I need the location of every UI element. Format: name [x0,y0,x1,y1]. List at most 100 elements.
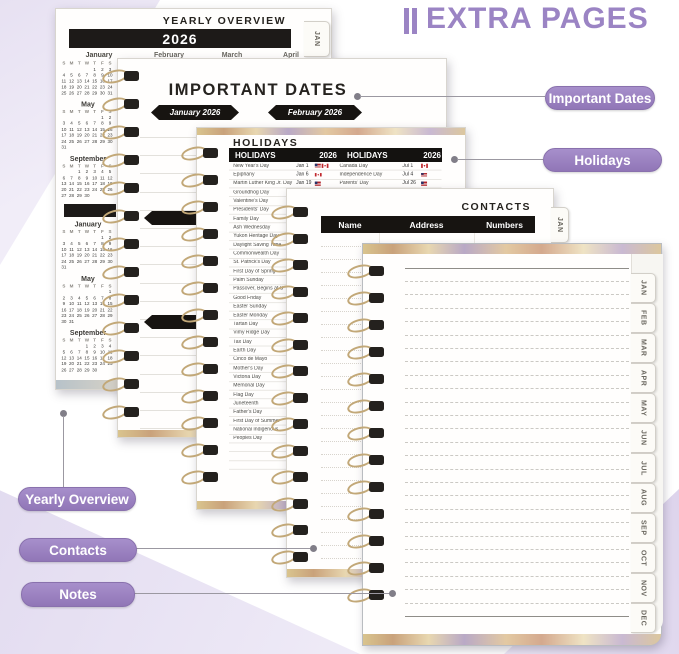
holiday-name: Valentine's Day [233,198,269,204]
holiday-row: Epiphany Jan 6 Independence Day Jul 4 [229,171,442,180]
calendar-day-cell: 19 [84,307,90,313]
coil-hole-icon [293,392,308,403]
coil-hole-icon [203,283,218,293]
calendar-day-cell: 7 [101,295,104,301]
spiral-coil [345,586,387,606]
mini-calendar-title: September [69,329,107,338]
calendar-day-cell: 7 [77,349,81,355]
month-banner-february: February 2026 [268,105,362,120]
holiday-row: Martin Luther King Jr. Day Jan 19 Parents'… [229,180,442,189]
holiday-name: Father's Day [233,409,263,415]
calendar-day-cell: 24 [99,361,105,367]
holiday-name: Palm Sunday [233,277,264,283]
coil-hole-icon [369,428,384,438]
label-holidays: Holidays [543,148,662,172]
holiday-cell: Family Day [229,216,335,221]
notebook-notes: JAN FEB MAR APR MAY JUN JUL AUG SEP OCT NOV DEC [345,243,663,646]
holiday-cell: Independence Day Jul 4 [335,172,441,177]
holiday-cell: Tartan Day [229,322,335,327]
notes-line [405,428,629,430]
mini-calendar: May S M T W T F S 1 2 3 4 5 6 7 8 9 10 11 12 13 14 15 16 17 18 19 2… [60,101,116,151]
calendar-day-cell: 3 [70,295,73,301]
coil-hole-icon [369,293,384,303]
holiday-name: Tax Day [233,339,252,345]
calendar-day-cell: 31 [61,145,67,150]
coil-hole-icon [293,445,308,456]
coil-hole-icon [293,525,308,535]
calendar-week-row: 23 24 25 26 27 28 29 [60,313,116,319]
calendar-day-cell [91,145,99,151]
notes-line [405,482,629,483]
notes-line [405,602,629,604]
coil-wire-icon [179,441,209,460]
calendar-day-cell: 2 [62,295,66,301]
calendar-day-cell: 10 [99,349,105,355]
callout-dot-contacts [310,545,317,552]
calendar-day-cell: 28 [76,367,82,373]
coil-hole-icon [369,590,384,600]
callout-dot-notes [389,590,396,597]
holiday-flags [421,164,441,168]
spiral-coil [179,468,221,488]
day-header-cell: F [100,337,104,343]
mini-calendar-title: May [81,275,95,283]
calendar-day-cell: 31 [107,90,113,96]
notes-line [405,562,629,564]
calendar-day-cell: 12 [61,355,67,361]
notes-line [405,535,629,537]
holiday-name: Earth Day [233,348,256,354]
day-header-cell: S [108,337,112,343]
calendar-day-cell: 30 [92,367,98,373]
yearly-overview-heading: YEARLY OVERVIEW [162,15,286,27]
mini-calendar: May S M T W T F S 1 2 3 4 5 6 7 8 9 10 11 12 13 14 15 16 17 18 19 2… [60,275,116,325]
calendar-day-cell: 14 [76,355,82,361]
notes-top-line [405,268,629,269]
calendar-day-cell: 13 [69,355,75,361]
holiday-name: Epiphany [233,172,255,178]
mini-calendar: January S M T W T F S 1 2 3 4 5 6 7 8 9 10 11 12 13 14 15 16 17 1… [60,221,116,271]
month-tab-label: SEP [639,520,647,536]
calendar-day-cell [91,319,99,325]
notes-line [405,522,629,524]
calendar-day-cell: 17 [69,307,75,313]
calendar-week-row: 19 20 21 22 23 24 25 [60,362,116,368]
calendar-week-row: 31 [60,265,116,271]
coil-hole-icon [203,202,218,212]
calendar-day-cell [75,265,83,271]
month-tab-label: OCT [639,549,647,567]
calendar-day-cell: 14 [99,301,105,307]
holiday-name: Independence Day [339,172,383,178]
month-tab-label: JUN [639,430,647,446]
coil-hole-icon [369,401,384,411]
holiday-cell: Epiphany Jan 6 [229,172,335,177]
holiday-cell: First Day of Summer [229,418,335,423]
calendar-day-cell: 16 [92,355,98,361]
calendar-day-cell [106,145,114,151]
coil-hole-icon [203,256,218,266]
holiday-name: Good Friday [233,295,262,301]
calendar-day-cell: 31 [69,319,75,325]
month-tab-label: FEB [639,310,647,326]
notes-line [405,495,629,497]
calendar-week-row: 25 26 27 28 29 30 31 [60,91,116,97]
month-tab-jan-yearly: JAN [304,21,330,57]
holiday-cell: Daylight Saving Time [229,243,335,248]
label-notes: Notes [21,582,135,607]
calendar-day-cell: 18 [76,307,82,313]
holiday-cell: National Indigenous [229,427,335,432]
notes-line [405,401,629,403]
month-tab-aug: AUG [631,483,656,513]
calendar-week-row: 31 [60,145,116,151]
day-header-cell: S [108,283,112,289]
month-title: March [221,52,243,59]
important-dates-heading: IMPORTANT DATES [168,81,348,99]
calendar-day-cell: 12 [84,301,90,307]
month-tab-label: MAY [639,399,647,417]
holiday-name: National Indigenous [233,427,279,433]
calendar-day-cell: 26 [61,367,67,373]
holiday-cell: Passover, Begins at S [229,287,335,292]
notes-line [405,348,629,349]
coil-hole-icon [203,364,218,374]
month-tab-feb: FEB [631,303,656,333]
